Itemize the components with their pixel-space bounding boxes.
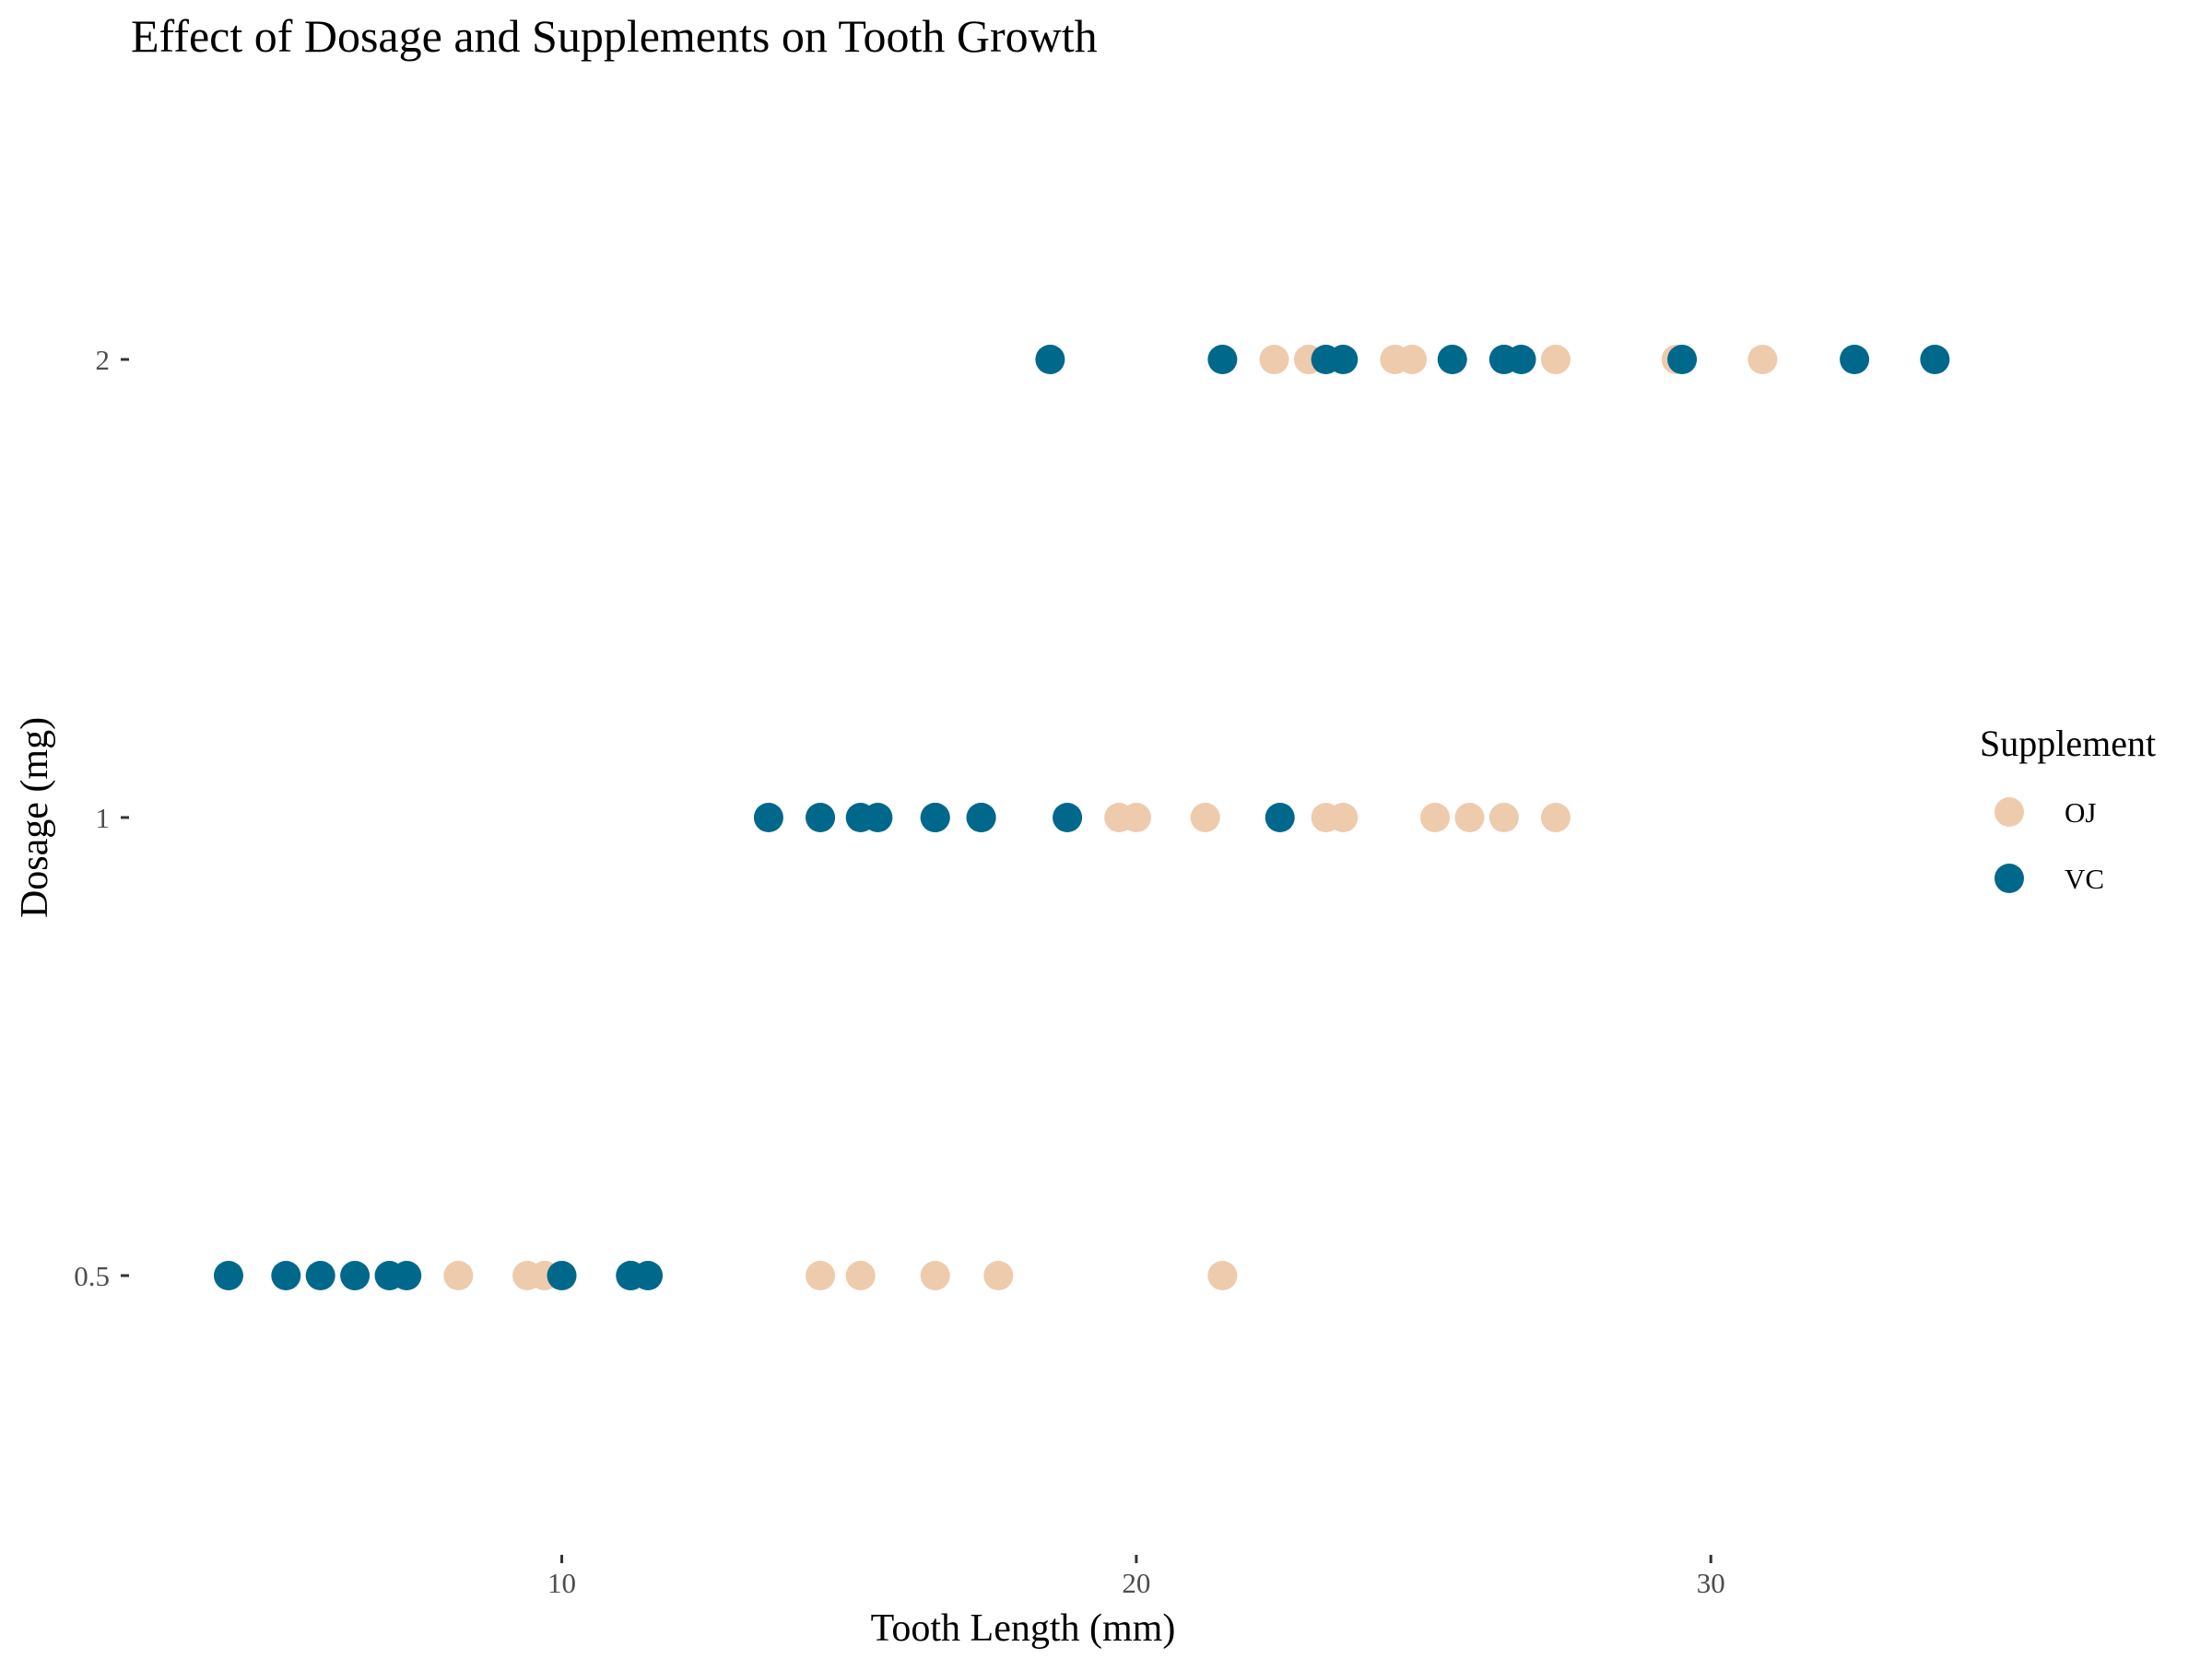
series-oj-points (443, 345, 1778, 1290)
series-vc-points (213, 345, 1950, 1290)
point-vc (1437, 345, 1467, 374)
point-oj (1328, 803, 1359, 832)
point-vc (547, 1261, 577, 1290)
point-oj (845, 1261, 876, 1290)
point-oj (1397, 345, 1428, 374)
point-oj (1540, 803, 1571, 832)
x-axis: 10 20 30 (547, 1555, 1725, 1599)
point-oj (1488, 803, 1519, 832)
y-tick-label: 0.5 (74, 1260, 110, 1292)
point-vc (1207, 345, 1238, 374)
legend-label-oj: OJ (2065, 796, 2096, 829)
y-axis: 0.5 1 2 (74, 344, 129, 1292)
x-tick-label: 20 (1122, 1567, 1150, 1599)
point-oj (983, 1261, 1014, 1290)
point-oj (1454, 803, 1485, 832)
point-oj (1259, 345, 1289, 374)
point-oj (920, 1261, 950, 1290)
point-oj (1420, 803, 1451, 832)
point-oj (1540, 345, 1571, 374)
legend-key-oj (1994, 797, 2024, 827)
legend-title: Supplement (1980, 723, 2156, 764)
x-axis-label: Tooth Length (mm) (871, 1607, 1176, 1650)
point-vc (920, 803, 950, 832)
point-oj (1190, 803, 1220, 832)
legend-key-vc (1994, 864, 2024, 893)
y-tick-label: 2 (96, 344, 111, 376)
point-vc (305, 1261, 335, 1290)
point-oj (443, 1261, 474, 1290)
point-vc (1667, 345, 1698, 374)
point-vc (1035, 345, 1065, 374)
legend-label-vc: VC (2065, 863, 2104, 895)
x-tick-label: 10 (547, 1567, 576, 1599)
point-vc (340, 1261, 371, 1290)
point-vc (1506, 345, 1536, 374)
point-vc (1053, 803, 1083, 832)
point-vc (966, 803, 996, 832)
chart-title: Effect of Dosage and Supplements on Toot… (131, 10, 1098, 62)
point-vc (1920, 345, 1950, 374)
point-vc (1840, 345, 1870, 374)
point-vc (1311, 345, 1341, 374)
point-vc (753, 803, 783, 832)
point-oj (806, 1261, 836, 1290)
point-oj (1747, 345, 1778, 374)
legend: Supplement OJ VC (1980, 723, 2156, 895)
y-axis-label: Dosage (mg) (14, 717, 56, 918)
point-vc (213, 1261, 243, 1290)
point-vc (271, 1261, 301, 1290)
x-tick-label: 30 (1697, 1567, 1725, 1599)
point-oj (1207, 1261, 1238, 1290)
point-vc (374, 1261, 405, 1290)
point-oj (1121, 803, 1151, 832)
point-vc (1265, 803, 1295, 832)
point-vc (863, 803, 893, 832)
point-vc (806, 803, 836, 832)
point-vc (616, 1261, 646, 1290)
legend-items: OJ VC (1994, 796, 2104, 895)
y-tick-label: 1 (96, 802, 111, 834)
